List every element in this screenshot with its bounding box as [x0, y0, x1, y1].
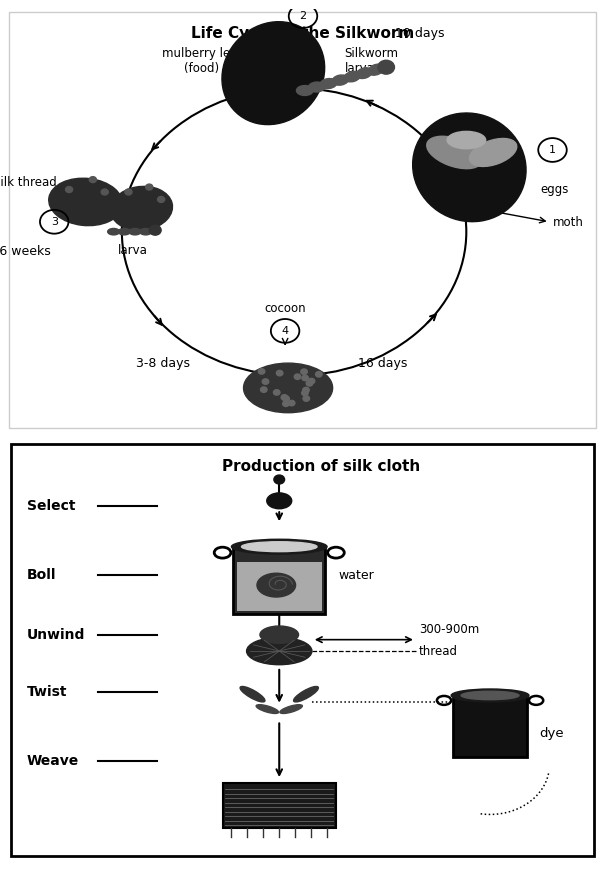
Text: 4-6 weeks: 4-6 weeks — [0, 245, 50, 258]
Ellipse shape — [260, 626, 299, 643]
Ellipse shape — [356, 68, 372, 78]
FancyBboxPatch shape — [11, 444, 594, 856]
Text: larva: larva — [118, 244, 148, 257]
Circle shape — [295, 374, 301, 380]
Ellipse shape — [280, 705, 302, 713]
Ellipse shape — [461, 691, 519, 700]
Circle shape — [149, 225, 161, 235]
Circle shape — [303, 388, 309, 393]
Ellipse shape — [242, 541, 317, 552]
Ellipse shape — [140, 229, 152, 235]
Ellipse shape — [344, 71, 361, 82]
Ellipse shape — [247, 638, 312, 665]
Circle shape — [276, 370, 283, 375]
Ellipse shape — [427, 136, 482, 169]
Ellipse shape — [118, 229, 130, 235]
Ellipse shape — [110, 186, 173, 230]
Circle shape — [302, 375, 308, 381]
Ellipse shape — [129, 229, 141, 235]
Circle shape — [158, 196, 165, 202]
Text: Life Cycle of the Silkworm: Life Cycle of the Silkworm — [191, 26, 415, 41]
Ellipse shape — [257, 574, 296, 597]
Circle shape — [306, 381, 313, 386]
Text: 1: 1 — [549, 145, 556, 155]
Circle shape — [303, 395, 310, 401]
Ellipse shape — [296, 85, 313, 96]
Ellipse shape — [240, 687, 265, 702]
Ellipse shape — [321, 78, 337, 89]
Text: Production of silk cloth: Production of silk cloth — [222, 459, 420, 474]
Circle shape — [261, 387, 267, 393]
Circle shape — [283, 396, 289, 401]
Ellipse shape — [332, 75, 348, 85]
Circle shape — [301, 369, 307, 375]
Circle shape — [282, 401, 289, 407]
Ellipse shape — [222, 22, 325, 124]
Circle shape — [125, 189, 132, 195]
Circle shape — [262, 379, 269, 384]
Text: Twist: Twist — [27, 685, 67, 699]
Text: dye: dye — [539, 727, 564, 740]
Ellipse shape — [244, 363, 333, 413]
Text: 3: 3 — [51, 216, 58, 227]
Text: mulberry leaf
(food): mulberry leaf (food) — [162, 47, 242, 75]
Circle shape — [288, 401, 295, 406]
FancyBboxPatch shape — [237, 562, 322, 611]
Text: 16 days: 16 days — [358, 356, 408, 369]
Circle shape — [308, 378, 315, 384]
Circle shape — [101, 189, 108, 195]
Circle shape — [316, 372, 322, 377]
Text: Unwind: Unwind — [27, 627, 85, 641]
Text: cocoon: cocoon — [264, 302, 306, 315]
Circle shape — [89, 176, 96, 182]
Text: water: water — [338, 568, 374, 581]
Text: Silk thread: Silk thread — [0, 176, 56, 189]
Text: Silkworm
larva: Silkworm larva — [345, 47, 399, 75]
Circle shape — [274, 475, 285, 484]
Text: 300-900m: 300-900m — [419, 623, 479, 636]
Text: eggs: eggs — [541, 183, 569, 196]
Circle shape — [273, 389, 280, 395]
Ellipse shape — [470, 138, 517, 167]
Text: Select: Select — [27, 499, 75, 513]
Ellipse shape — [267, 493, 291, 508]
Circle shape — [145, 184, 153, 190]
Ellipse shape — [451, 689, 529, 702]
Circle shape — [281, 395, 288, 400]
Text: 4: 4 — [282, 326, 288, 336]
Circle shape — [65, 187, 73, 193]
Ellipse shape — [48, 178, 122, 226]
Text: 2: 2 — [299, 11, 307, 21]
Text: Boll: Boll — [27, 568, 56, 582]
Circle shape — [378, 60, 395, 74]
Ellipse shape — [308, 82, 325, 92]
Ellipse shape — [368, 64, 384, 76]
Text: thread: thread — [419, 645, 458, 658]
Text: 3-8 days: 3-8 days — [136, 356, 190, 369]
Ellipse shape — [256, 705, 279, 713]
FancyBboxPatch shape — [453, 695, 527, 758]
Ellipse shape — [447, 131, 485, 149]
Ellipse shape — [293, 687, 318, 702]
Ellipse shape — [413, 113, 526, 222]
Text: 10 days: 10 days — [395, 27, 445, 40]
FancyBboxPatch shape — [9, 12, 596, 428]
FancyBboxPatch shape — [223, 784, 336, 828]
FancyBboxPatch shape — [233, 547, 325, 614]
Text: moth: moth — [553, 216, 584, 229]
Circle shape — [258, 368, 265, 375]
Ellipse shape — [231, 540, 327, 554]
Circle shape — [302, 390, 308, 395]
Text: Weave: Weave — [27, 754, 79, 768]
Ellipse shape — [108, 229, 119, 235]
